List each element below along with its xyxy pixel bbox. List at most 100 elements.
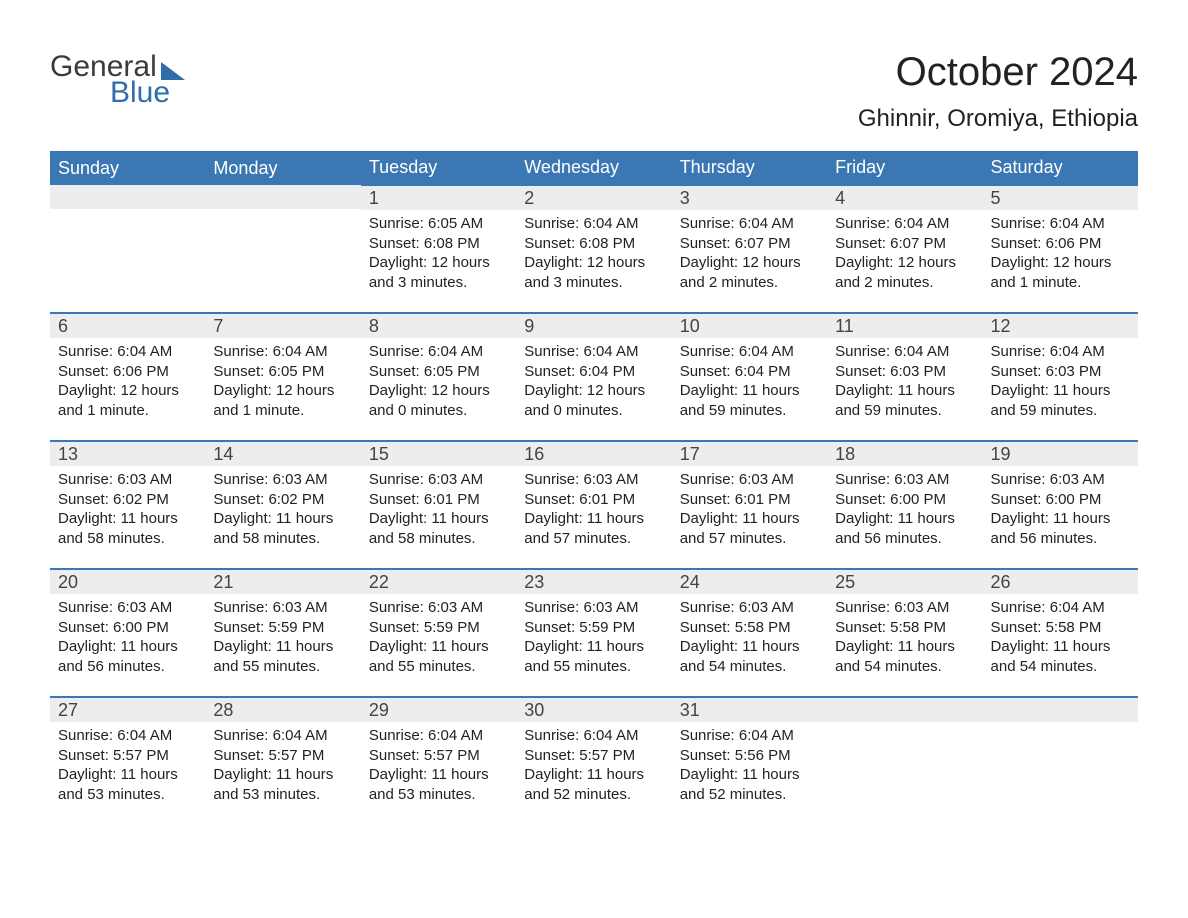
calendar-day-cell: 27Sunrise: 6:04 AMSunset: 5:57 PMDayligh… — [50, 697, 205, 825]
day-details: Sunrise: 6:04 AMSunset: 6:05 PMDaylight:… — [361, 338, 516, 428]
calendar-day-cell: 16Sunrise: 6:03 AMSunset: 6:01 PMDayligh… — [516, 441, 671, 569]
sunrise-line: Sunrise: 6:04 AM — [58, 342, 197, 362]
day-number: 2 — [516, 186, 671, 210]
page-header: General Blue October 2024 Ghinnir, Oromi… — [50, 50, 1138, 133]
day-number — [827, 698, 982, 722]
daylight-line: Daylight: 11 hours and 58 minutes. — [58, 509, 197, 548]
day-number: 9 — [516, 314, 671, 338]
day-number: 23 — [516, 570, 671, 594]
sunrise-line: Sunrise: 6:04 AM — [680, 342, 819, 362]
day-number: 1 — [361, 186, 516, 210]
day-number: 4 — [827, 186, 982, 210]
calendar-thead: SundayMondayTuesdayWednesdayThursdayFrid… — [50, 151, 1138, 185]
sunrise-line: Sunrise: 6:04 AM — [835, 342, 974, 362]
calendar-day-cell: 20Sunrise: 6:03 AMSunset: 6:00 PMDayligh… — [50, 569, 205, 697]
calendar-day-cell: 1Sunrise: 6:05 AMSunset: 6:08 PMDaylight… — [361, 185, 516, 313]
daylight-line: Daylight: 12 hours and 0 minutes. — [369, 381, 508, 420]
daylight-line: Daylight: 11 hours and 58 minutes. — [369, 509, 508, 548]
day-details: Sunrise: 6:03 AMSunset: 5:59 PMDaylight:… — [361, 594, 516, 684]
day-number: 18 — [827, 442, 982, 466]
calendar-day-cell: 31 Sunrise: 6:04 AMSunset: 5:56 PMDayligh… — [672, 697, 827, 825]
sunset-line: Sunset: 6:06 PM — [991, 234, 1130, 254]
daylight-line: Daylight: 11 hours and 55 minutes. — [213, 637, 352, 676]
day-details — [827, 722, 982, 734]
sunset-line: Sunset: 5:56 PM — [680, 746, 819, 766]
day-number: 19 — [983, 442, 1138, 466]
sunset-line: Sunset: 6:00 PM — [835, 490, 974, 510]
day-details: Sunrise: 6:03 AMSunset: 6:01 PMDaylight:… — [672, 466, 827, 556]
day-details: Sunrise: 6:03 AMSunset: 6:01 PMDaylight:… — [361, 466, 516, 556]
brand-word2: Blue — [110, 76, 170, 110]
calendar-day-cell: 19Sunrise: 6:03 AMSunset: 6:00 PMDayligh… — [983, 441, 1138, 569]
day-details: Sunrise: 6:05 AMSunset: 6:08 PMDaylight:… — [361, 210, 516, 300]
calendar-day-cell: 11Sunrise: 6:04 AMSunset: 6:03 PMDayligh… — [827, 313, 982, 441]
weekday-header: Thursday — [672, 151, 827, 185]
sunrise-line: Sunrise: 6:04 AM — [369, 342, 508, 362]
calendar-day-cell — [983, 697, 1138, 825]
calendar-day-cell: 10Sunrise: 6:04 AMSunset: 6:04 PMDayligh… — [672, 313, 827, 441]
calendar-week-row: 6Sunrise: 6:04 AMSunset: 6:06 PMDaylight… — [50, 313, 1138, 441]
day-number: 24 — [672, 570, 827, 594]
sunrise-line: Sunrise: 6:04 AM — [991, 598, 1130, 618]
sunrise-line: Sunrise: 6:03 AM — [369, 470, 508, 490]
sunset-line: Sunset: 5:59 PM — [524, 618, 663, 638]
day-number: 17 — [672, 442, 827, 466]
day-details: Sunrise: 6:04 AMSunset: 5:58 PMDaylight:… — [983, 594, 1138, 684]
sunset-line: Sunset: 6:05 PM — [213, 362, 352, 382]
sunrise-line: Sunrise: 6:04 AM — [835, 214, 974, 234]
calendar-body: 1Sunrise: 6:05 AMSunset: 6:08 PMDaylight… — [50, 185, 1138, 825]
day-details: Sunrise: 6:04 AMSunset: 6:03 PMDaylight:… — [983, 338, 1138, 428]
sunset-line: Sunset: 6:07 PM — [835, 234, 974, 254]
calendar-day-cell: 29Sunrise: 6:04 AMSunset: 5:57 PMDayligh… — [361, 697, 516, 825]
calendar-day-cell: 7Sunrise: 6:04 AMSunset: 6:05 PMDaylight… — [205, 313, 360, 441]
day-details: Sunrise: 6:04 AMSunset: 5:57 PMDaylight:… — [205, 722, 360, 812]
day-details: Sunrise: 6:04 AMSunset: 5:57 PMDaylight:… — [50, 722, 205, 812]
sunrise-line: Sunrise: 6:04 AM — [680, 726, 819, 746]
weekday-header-row: SundayMondayTuesdayWednesdayThursdayFrid… — [50, 151, 1138, 185]
day-number: 31 — [672, 698, 827, 722]
sunset-line: Sunset: 6:00 PM — [58, 618, 197, 638]
calendar-day-cell: 8Sunrise: 6:04 AMSunset: 6:05 PMDaylight… — [361, 313, 516, 441]
calendar-day-cell: 13Sunrise: 6:03 AMSunset: 6:02 PMDayligh… — [50, 441, 205, 569]
daylight-line: Daylight: 12 hours and 1 minute. — [991, 253, 1130, 292]
sunset-line: Sunset: 5:58 PM — [835, 618, 974, 638]
day-number: 12 — [983, 314, 1138, 338]
daylight-line: Daylight: 12 hours and 0 minutes. — [524, 381, 663, 420]
sunset-line: Sunset: 6:03 PM — [991, 362, 1130, 382]
sunset-line: Sunset: 6:08 PM — [369, 234, 508, 254]
calendar-day-cell: 22Sunrise: 6:03 AMSunset: 5:59 PMDayligh… — [361, 569, 516, 697]
daylight-line: Daylight: 12 hours and 3 minutes. — [369, 253, 508, 292]
sunrise-line: Sunrise: 6:04 AM — [58, 726, 197, 746]
calendar-day-cell: 9Sunrise: 6:04 AMSunset: 6:04 PMDaylight… — [516, 313, 671, 441]
day-number — [205, 185, 360, 209]
weekday-header: Monday — [205, 151, 360, 185]
day-details: Sunrise: 6:04 AMSunset: 6:03 PMDaylight:… — [827, 338, 982, 428]
day-number: 3 — [672, 186, 827, 210]
calendar-day-cell: 12Sunrise: 6:04 AMSunset: 6:03 PMDayligh… — [983, 313, 1138, 441]
daylight-line: Daylight: 11 hours and 52 minutes. — [680, 765, 819, 804]
calendar-day-cell: 23Sunrise: 6:03 AMSunset: 5:59 PMDayligh… — [516, 569, 671, 697]
day-details: Sunrise: 6:03 AMSunset: 6:00 PMDaylight:… — [50, 594, 205, 684]
weekday-header: Saturday — [983, 151, 1138, 185]
weekday-header: Friday — [827, 151, 982, 185]
day-details: Sunrise: 6:04 AMSunset: 6:08 PMDaylight:… — [516, 210, 671, 300]
daylight-line: Daylight: 12 hours and 2 minutes. — [680, 253, 819, 292]
sunset-line: Sunset: 5:57 PM — [58, 746, 197, 766]
day-number — [50, 185, 205, 209]
day-details: Sunrise: 6:03 AMSunset: 6:02 PMDaylight:… — [50, 466, 205, 556]
sunrise-line: Sunrise: 6:04 AM — [524, 726, 663, 746]
sunset-line: Sunset: 6:01 PM — [524, 490, 663, 510]
day-number: 13 — [50, 442, 205, 466]
sunset-line: Sunset: 6:04 PM — [524, 362, 663, 382]
calendar-table: SundayMondayTuesdayWednesdayThursdayFrid… — [50, 151, 1138, 825]
day-details: Sunrise: 6:04 AMSunset: 6:06 PMDaylight:… — [983, 210, 1138, 300]
day-number: 22 — [361, 570, 516, 594]
calendar-week-row: 13Sunrise: 6:03 AMSunset: 6:02 PMDayligh… — [50, 441, 1138, 569]
daylight-line: Daylight: 12 hours and 1 minute. — [58, 381, 197, 420]
sunrise-line: Sunrise: 6:04 AM — [991, 214, 1130, 234]
day-details — [50, 209, 205, 221]
day-details: Sunrise: 6:04 AMSunset: 6:05 PMDaylight:… — [205, 338, 360, 428]
daylight-line: Daylight: 11 hours and 52 minutes. — [524, 765, 663, 804]
day-number: 27 — [50, 698, 205, 722]
sunrise-line: Sunrise: 6:03 AM — [369, 598, 508, 618]
